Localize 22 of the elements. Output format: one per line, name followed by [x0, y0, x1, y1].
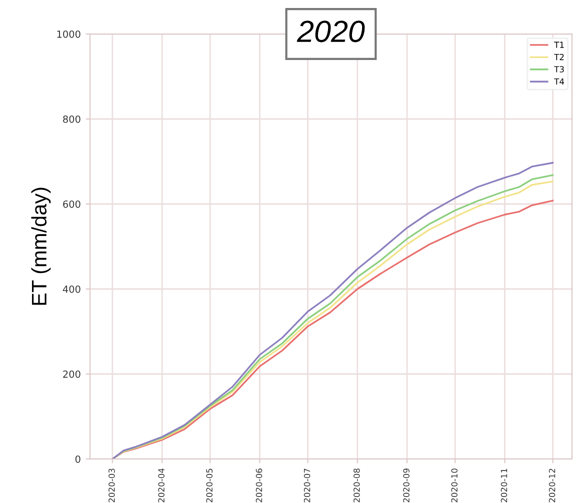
x-tick-label: 2020-10: [451, 468, 458, 502]
x-tick-label: 2020-07: [304, 468, 310, 502]
x-tick-label: 2020-06: [256, 468, 262, 502]
y-tick-label: 600: [63, 200, 80, 208]
x-tick-label: 2020-03: [108, 468, 115, 502]
legend-label: T3: [554, 66, 564, 72]
x-tick-label: 2020-05: [206, 468, 213, 502]
y-tick-label: 800: [63, 115, 80, 123]
y-tick-label: 400: [62, 285, 80, 293]
chart-title: 2020: [296, 20, 365, 42]
x-tick-label: 2020-09: [403, 468, 410, 502]
y-tick-label: 200: [63, 370, 80, 378]
x-tick-label: 2020-04: [158, 468, 164, 502]
legend-label: T2: [554, 54, 564, 60]
legend-label: T4: [554, 78, 564, 85]
y-tick-label: 1000: [57, 30, 80, 38]
x-tick-label: 2020-11: [500, 468, 508, 502]
x-tick-label: 2020-12: [548, 468, 556, 502]
legend-label: T1: [554, 42, 564, 48]
x-tick-label: 2020-08: [354, 468, 360, 502]
y-axis-title: ET (mm/day): [31, 188, 51, 305]
y-tick-label: 0: [75, 455, 80, 463]
